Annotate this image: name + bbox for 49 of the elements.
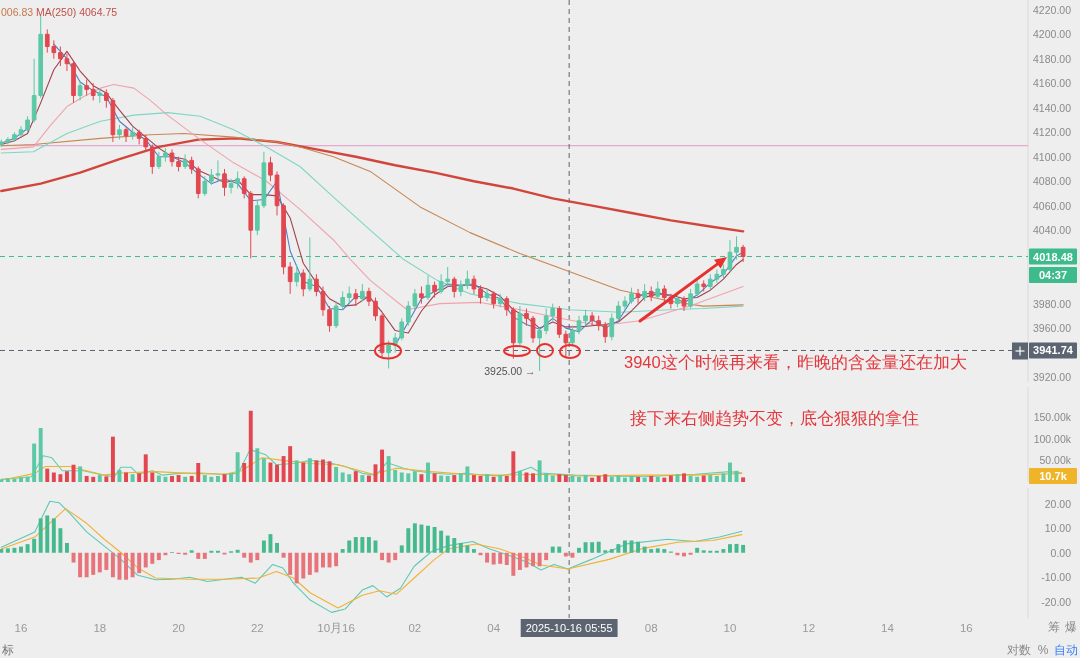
annotation: 3940这个时候再来看，昨晚的含金量还在加大 <box>624 353 967 371</box>
y-tick-label: 4200.00 <box>1033 28 1072 41</box>
y-tick-label: -20.00 <box>1041 595 1072 608</box>
y-tick-label: 0.00 <box>1050 546 1072 559</box>
x-tick-label: 04 <box>487 622 501 634</box>
y-tick-label: 4140.00 <box>1033 101 1072 114</box>
x-tick-label: 10月16 <box>317 622 355 634</box>
y-tick-label: 10.00 <box>1044 522 1072 535</box>
y-tick-label: 4100.00 <box>1033 150 1072 163</box>
text: 标 <box>1 643 14 657</box>
y-tick-label: 4220.00 <box>1033 3 1072 16</box>
y-tick-label: 3980.00 <box>1033 297 1072 310</box>
x-tick-label: 02 <box>408 622 422 634</box>
ref-line-label: 3941.74 <box>1033 344 1074 357</box>
text: 筹 <box>1048 620 1060 634</box>
x-tick-label: 14 <box>881 622 895 634</box>
annotation: MA(250) 4064.75 <box>36 6 118 18</box>
x-tick-label: 16 <box>14 622 28 634</box>
x-tick-label: 12 <box>802 622 816 634</box>
text: 10.7k <box>1039 470 1068 482</box>
y-tick-label: 4040.00 <box>1033 224 1072 237</box>
annotation: 006.83 <box>1 6 34 18</box>
annotation: 接下来右侧趋势不变，底仓狠狠的拿住 <box>630 409 919 427</box>
text: 对数 <box>1007 643 1031 657</box>
y-tick-label: 4160.00 <box>1033 77 1072 90</box>
y-tick-label: 3960.00 <box>1033 322 1072 335</box>
y-tick-label: 150.00k <box>1033 411 1072 424</box>
ref-line-label: 4018.48 <box>1033 250 1073 263</box>
x-tick-label: 10 <box>723 622 737 634</box>
text: 爆 <box>1065 620 1077 634</box>
y-tick-label: 4060.00 <box>1033 199 1072 212</box>
x-tick-label: 20 <box>172 622 185 634</box>
x-tick-label: 16 <box>959 622 973 634</box>
text: 自动 <box>1054 643 1078 657</box>
x-tick-label: 22 <box>250 622 264 634</box>
text: % <box>1037 643 1049 657</box>
y-tick-label: 3920.00 <box>1033 371 1072 384</box>
y-tick-label: -10.00 <box>1041 571 1072 584</box>
x-tick-label: 18 <box>93 622 107 634</box>
x-tick-label: 08 <box>644 622 658 634</box>
y-tick-label: 100.00k <box>1033 432 1072 445</box>
y-tick-label: 4180.00 <box>1033 52 1072 65</box>
text: 04:37 <box>1038 269 1068 281</box>
ref-line-label: 2025-10-16 05:55 <box>525 622 613 634</box>
annotation: 3925.00 → <box>484 364 536 377</box>
y-tick-label: 50.00k <box>1039 454 1072 467</box>
y-tick-label: 4120.00 <box>1033 126 1072 139</box>
y-tick-label: 20.00 <box>1044 497 1072 510</box>
y-tick-label: 4080.00 <box>1033 175 1072 188</box>
